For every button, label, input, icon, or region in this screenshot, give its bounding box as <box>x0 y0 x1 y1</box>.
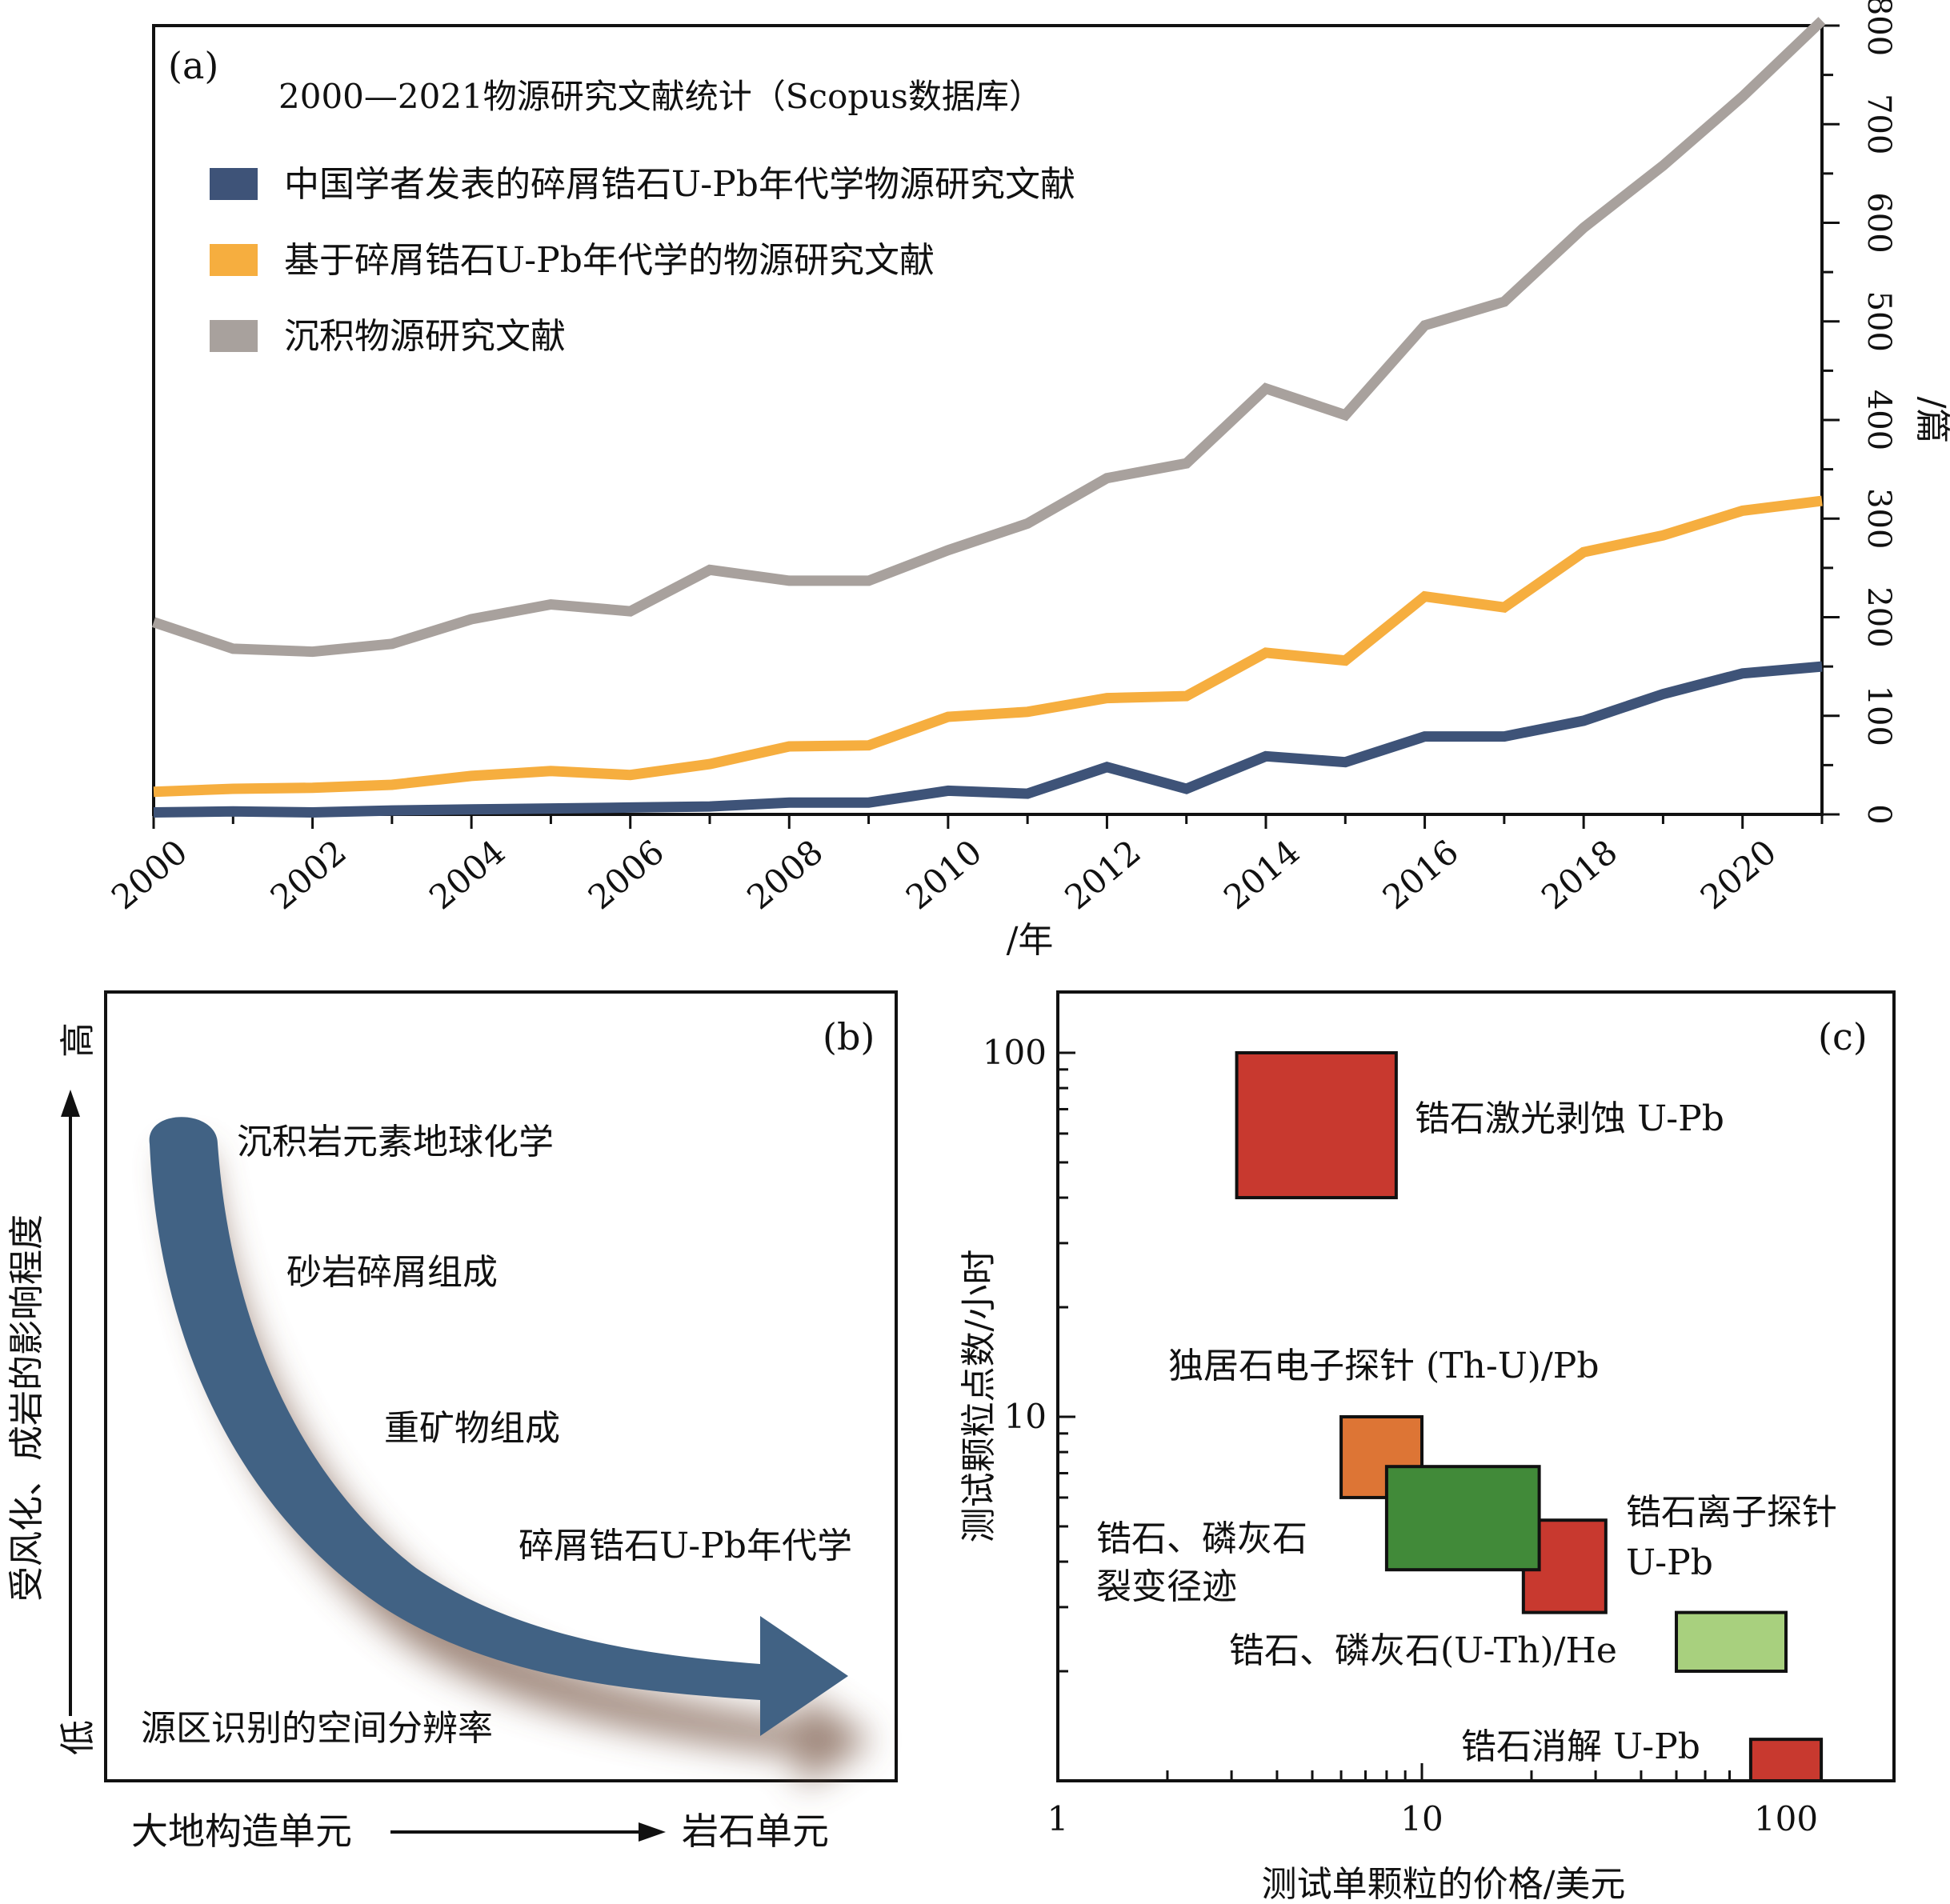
a-y-tick-label: 400 <box>1860 390 1897 450</box>
label-sedimentary-geochemistry: 沉积岩元素地球化学 <box>237 1122 554 1162</box>
label-heavy-minerals: 重矿物组成 <box>384 1408 560 1449</box>
panel-a: (a) 2000—2021物源研究文献统计（Scopus数据库） 中国学者发表的… <box>104 0 1950 961</box>
c-y-axis-label: 测试颗粒点数/小时 <box>959 1250 999 1543</box>
panel-a-x-axis-label: /年 <box>1007 920 1054 961</box>
a-y-tick-label: 200 <box>1860 586 1897 647</box>
b-y-axis-arrowhead <box>61 1090 80 1117</box>
a-y-tick-label: 100 <box>1860 686 1897 746</box>
c-label-monazite: 独居石电子探针 (Th-U)/Pb <box>1168 1346 1600 1386</box>
a-y-tick-label: 0 <box>1860 804 1897 824</box>
panel-a-y-ticks: 0 100 200 300 400 500 600 700 800 <box>1822 0 1897 825</box>
c-y-tick-label: 10 <box>1004 1397 1047 1436</box>
panel-a-title: 2000—2021物源研究文献统计（Scopus数据库） <box>278 77 1043 116</box>
a-x-tick-label: 2012 <box>1057 832 1147 917</box>
c-x-axis-label: 测试单颗粒的价格/美元 <box>1262 1864 1626 1904</box>
a-x-tick-label: 2002 <box>263 832 354 917</box>
a-y-tick-label: 600 <box>1860 192 1897 253</box>
c-x-tick-label: 100 <box>1754 1799 1818 1838</box>
a-x-tick-label: 2020 <box>1693 832 1784 917</box>
label-spatial-resolution: 源区识别的空间分辨率 <box>141 1708 493 1749</box>
a-y-tick-label: 700 <box>1860 94 1897 154</box>
a-legend-label: 中国学者发表的碎屑锆石U-Pb年代学物源研究文献 <box>284 164 1075 205</box>
panel-c-letter: (c) <box>1818 1015 1868 1058</box>
a-x-tick-label: 2018 <box>1534 832 1624 917</box>
c-y-tick-label: 100 <box>983 1033 1047 1072</box>
a-x-tick-label: 2016 <box>1375 832 1466 917</box>
a-x-tick-label: 2014 <box>1216 832 1307 917</box>
c-label-shrimp-1: 锆石离子探针 <box>1626 1492 1837 1533</box>
c-method-box <box>1748 1738 1824 1782</box>
c-method-box <box>1235 1051 1398 1200</box>
panel-a-letter: (a) <box>168 44 218 87</box>
a-legend-swatch <box>210 244 258 276</box>
panel-c-boxes <box>1235 1051 1824 1782</box>
c-label-uthhe: 锆石、磷灰石(U-Th)/He <box>1229 1630 1617 1671</box>
c-method-box <box>1675 1610 1788 1674</box>
c-label-dissolution: 锆石消解 U-Pb <box>1461 1726 1700 1767</box>
a-y-tick-label: 500 <box>1860 291 1897 352</box>
c-method-box <box>1384 1465 1541 1572</box>
resolution-arrow <box>149 1117 849 1736</box>
label-sandstone-composition: 砂岩碎屑组成 <box>286 1252 498 1293</box>
panel-a-series <box>151 17 1826 818</box>
a-legend-swatch <box>210 168 258 200</box>
b-y-axis-label: 受风化、成岩的影响程度 <box>6 1214 47 1602</box>
c-label-fission-2: 裂变径迹 <box>1096 1566 1237 1607</box>
panel-c-frame <box>1056 990 1896 1782</box>
b-x-axis-left: 大地构造单元 <box>131 1810 352 1853</box>
a-y-tick-label: 800 <box>1860 0 1897 56</box>
a-series-line <box>153 495 1823 798</box>
panel-c: (c) 1 10 100 10 100 锆石激光剥蚀 U-Pb 独居石电子探针 (Th-… <box>959 990 1896 1904</box>
c-x-tick-label: 1 <box>1047 1799 1069 1838</box>
a-series-line <box>151 17 1826 658</box>
b-y-low: 低 <box>58 1720 98 1755</box>
b-y-high: 高 <box>58 1022 98 1058</box>
panel-a-y-axis-label: /篇 <box>1912 397 1950 444</box>
c-label-la-icpms: 锆石激光剥蚀 U-Pb <box>1415 1098 1724 1139</box>
panel-a-frame <box>152 24 1824 816</box>
c-label-fission-1: 锆石、磷灰石 <box>1096 1518 1307 1559</box>
a-x-tick-label: 2006 <box>581 832 671 917</box>
b-x-axis-right: 岩石单元 <box>682 1810 829 1853</box>
panel-c-ticks: 1 10 100 10 100 <box>983 1033 1818 1838</box>
a-series-line <box>153 661 1823 818</box>
panel-a-x-ticks: 2000 2002 2004 2006 2008 2010 2012 2014 2016 2018… <box>104 814 1824 917</box>
a-x-tick-label: 2010 <box>899 832 989 917</box>
c-x-tick-label: 10 <box>1400 1799 1443 1838</box>
b-x-axis-arrowhead <box>639 1822 666 1842</box>
a-legend-swatch <box>210 320 258 352</box>
a-x-tick-label: 2004 <box>422 832 512 917</box>
panel-b: (b) 沉积岩元素地球化学 砂岩碎屑组成 重矿物组成 碎屑锆石U-Pb年代学 源… <box>6 990 898 1853</box>
a-y-tick-label: 300 <box>1860 488 1897 549</box>
label-detrital-zircon: 碎屑锆石U-Pb年代学 <box>519 1526 852 1566</box>
a-x-tick-label: 2000 <box>104 832 194 917</box>
panel-b-frame <box>104 990 898 1782</box>
panel-b-letter: (b) <box>823 1015 875 1058</box>
a-legend-label: 基于碎屑锆石U-Pb年代学的物源研究文献 <box>284 240 935 281</box>
c-label-shrimp-2: U-Pb <box>1626 1542 1713 1583</box>
a-legend-label: 沉积物源研究文献 <box>284 316 566 357</box>
panel-a-legend: 中国学者发表的碎屑锆石U-Pb年代学物源研究文献基于碎屑锆石U-Pb年代学的物源… <box>210 164 1075 357</box>
a-x-tick-label: 2008 <box>739 832 830 917</box>
